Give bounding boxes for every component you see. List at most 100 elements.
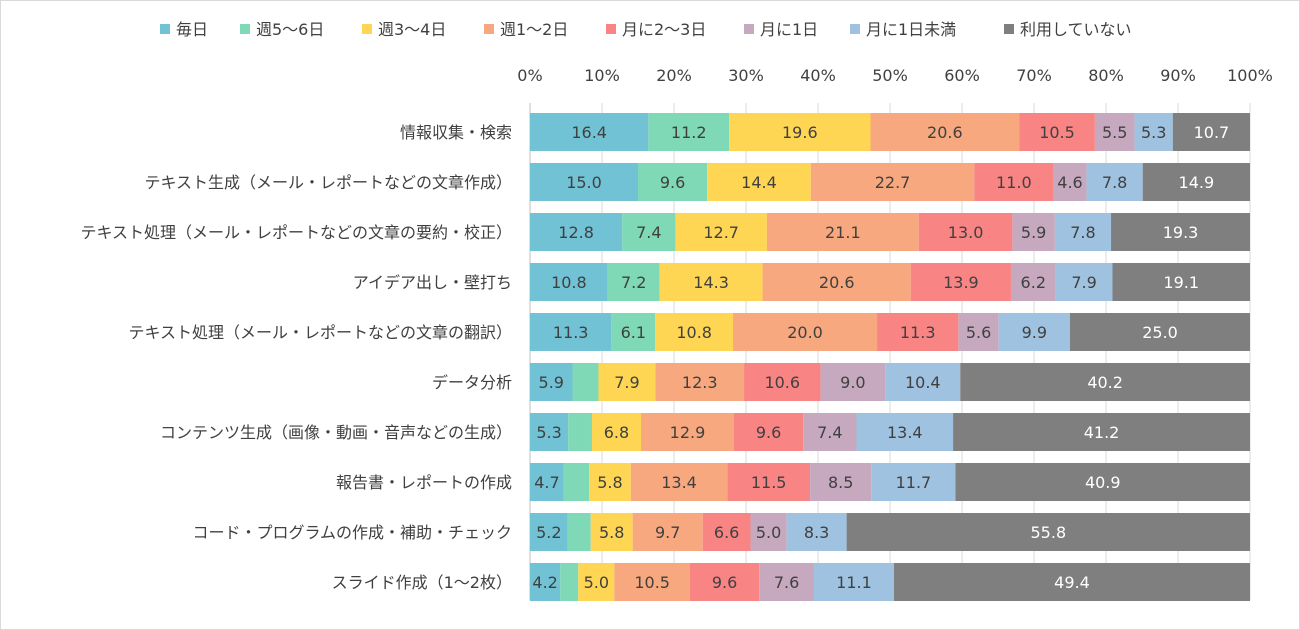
data-label-r6-s5: 7.4 bbox=[817, 423, 842, 442]
data-label-r5-s6: 10.4 bbox=[905, 373, 941, 392]
data-label-r4-s6: 9.9 bbox=[1022, 323, 1047, 342]
data-label-r9-s3: 10.5 bbox=[634, 573, 670, 592]
data-label-r1-s5: 4.6 bbox=[1057, 173, 1082, 192]
data-label-r2-s1: 7.4 bbox=[636, 223, 661, 242]
bar-seg-r6-s1 bbox=[568, 413, 592, 451]
bar-seg-r6-s5 bbox=[803, 413, 857, 451]
bar-seg-r4-s3 bbox=[733, 313, 878, 351]
bar-seg-r8-s2 bbox=[590, 513, 633, 551]
data-label-r2-s7: 19.3 bbox=[1163, 223, 1199, 242]
bar-seg-r5-s7 bbox=[960, 363, 1250, 401]
x-tick-label-10: 100% bbox=[1227, 66, 1273, 85]
data-label-r9-s4: 9.6 bbox=[712, 573, 737, 592]
x-tick-label-1: 10% bbox=[584, 66, 620, 85]
category-label-6: コンテンツ生成（画像・動画・音声などの生成） bbox=[160, 423, 512, 442]
bar-seg-r1-s2 bbox=[707, 163, 811, 201]
bar-seg-r9-s3 bbox=[614, 563, 690, 601]
data-label-r9-s5: 7.6 bbox=[774, 573, 799, 592]
bar-seg-r3-s5 bbox=[1010, 263, 1056, 301]
bar-seg-r2-s3 bbox=[766, 213, 919, 251]
data-label-r6-s6: 13.4 bbox=[887, 423, 923, 442]
data-label-r0-s3: 20.6 bbox=[927, 123, 963, 142]
x-tick-label-8: 80% bbox=[1088, 66, 1124, 85]
data-label-r3-s4: 13.9 bbox=[943, 273, 979, 292]
data-label-r6-s4: 9.6 bbox=[756, 423, 781, 442]
x-tick-label-3: 30% bbox=[728, 66, 764, 85]
data-label-r8-s5: 5.0 bbox=[756, 523, 781, 542]
bar-seg-r3-s7 bbox=[1112, 263, 1250, 301]
bar-seg-r3-s2 bbox=[659, 263, 763, 301]
bar-seg-r8-s5 bbox=[750, 513, 787, 551]
bar-seg-r0-s0 bbox=[530, 113, 649, 151]
data-label-r3-s5: 6.2 bbox=[1021, 273, 1046, 292]
data-label-r2-s6: 7.8 bbox=[1070, 223, 1095, 242]
x-tick-label-6: 60% bbox=[944, 66, 980, 85]
data-label-r1-s1: 9.6 bbox=[660, 173, 685, 192]
data-label-r5-s7: 40.2 bbox=[1087, 373, 1123, 392]
data-label-r2-s0: 12.8 bbox=[558, 223, 594, 242]
data-label-r2-s5: 5.9 bbox=[1021, 223, 1046, 242]
bar-seg-r4-s0 bbox=[530, 313, 612, 351]
data-label-r1-s2: 14.4 bbox=[741, 173, 777, 192]
category-label-5: データ分析 bbox=[432, 373, 512, 392]
data-label-r3-s0: 10.8 bbox=[551, 273, 587, 292]
x-axis-ticks: 0% 10% 20% 30% 40% 50% 60% 70% 80% 90% 100% bbox=[517, 66, 1273, 85]
data-label-r5-s0: 5.9 bbox=[539, 373, 564, 392]
data-label-r4-s4: 11.3 bbox=[900, 323, 936, 342]
data-label-r4-s3: 20.0 bbox=[787, 323, 823, 342]
data-label-r6-s2: 6.8 bbox=[604, 423, 629, 442]
x-tick-label-5: 50% bbox=[872, 66, 908, 85]
x-tick-label-7: 70% bbox=[1016, 66, 1052, 85]
bar-seg-r7-s4 bbox=[727, 463, 811, 501]
bar-seg-r2-s0 bbox=[530, 213, 623, 251]
bar-seg-r7-s1 bbox=[563, 463, 590, 501]
category-label-7: 報告書・レポートの作成 bbox=[336, 473, 512, 492]
bar-seg-r7-s0 bbox=[530, 463, 564, 501]
data-label-r4-s0: 11.3 bbox=[553, 323, 589, 342]
data-label-r2-s4: 13.0 bbox=[948, 223, 984, 242]
data-label-r5-s5: 9.0 bbox=[840, 373, 865, 392]
x-tick-label-2: 20% bbox=[656, 66, 692, 85]
bar-seg-r6-s6 bbox=[856, 413, 954, 451]
bar-seg-r4-s5 bbox=[958, 313, 999, 351]
bar-seg-r3-s1 bbox=[607, 263, 660, 301]
bar-seg-r3-s3 bbox=[762, 263, 911, 301]
bar-seg-r9-s6 bbox=[813, 563, 894, 601]
data-label-r8-s0: 5.2 bbox=[536, 523, 561, 542]
data-label-r0-s6: 5.3 bbox=[1141, 123, 1166, 142]
data-label-r1-s6: 7.8 bbox=[1102, 173, 1127, 192]
legend-label-3: 週1～2日 bbox=[500, 20, 568, 39]
legend: 毎日 週5～6日 週3～4日 週1～2日 月に2～3日 月に1日 月に1日未満 利用していない bbox=[160, 20, 1132, 39]
bar-seg-r0-s6 bbox=[1134, 113, 1173, 151]
data-label-r6-s7: 41.2 bbox=[1084, 423, 1120, 442]
data-label-r7-s6: 11.7 bbox=[896, 473, 932, 492]
legend-label-4: 月に2～3日 bbox=[622, 20, 706, 39]
bar-seg-r4-s1 bbox=[611, 313, 656, 351]
bar-seg-r6-s4 bbox=[733, 413, 804, 451]
data-label-r0-s1: 11.2 bbox=[671, 123, 707, 142]
category-label-4: テキスト処理（メール・レポートなどの文章の翻訳） bbox=[128, 323, 512, 342]
bar-seg-r0-s5 bbox=[1094, 113, 1135, 151]
legend-swatch-7 bbox=[1004, 24, 1014, 34]
data-label-r7-s5: 8.5 bbox=[828, 473, 853, 492]
legend-swatch-0 bbox=[160, 24, 170, 34]
data-label-r6-s0: 5.3 bbox=[536, 423, 561, 442]
bar-seg-r5-s5 bbox=[820, 363, 886, 401]
data-label-r0-s2: 19.6 bbox=[782, 123, 818, 142]
legend-swatch-3 bbox=[484, 24, 494, 34]
bar-seg-r1-s0 bbox=[530, 163, 638, 201]
category-label-1: テキスト生成（メール・レポートなどの文章作成） bbox=[144, 173, 512, 192]
bar-seg-r9-s5 bbox=[759, 563, 814, 601]
bar-seg-r7-s7 bbox=[955, 463, 1250, 501]
bar-seg-r1-s1 bbox=[638, 163, 708, 201]
x-tick-label-9: 90% bbox=[1160, 66, 1196, 85]
bar-seg-r8-s6 bbox=[786, 513, 847, 551]
data-label-r7-s3: 13.4 bbox=[661, 473, 697, 492]
bar-seg-r9-s0 bbox=[530, 563, 561, 601]
legend-label-5: 月に1日 bbox=[760, 20, 818, 39]
bar-seg-r1-s6 bbox=[1086, 163, 1143, 201]
data-label-r2-s3: 21.1 bbox=[825, 223, 861, 242]
bar-seg-r5-s4 bbox=[744, 363, 821, 401]
